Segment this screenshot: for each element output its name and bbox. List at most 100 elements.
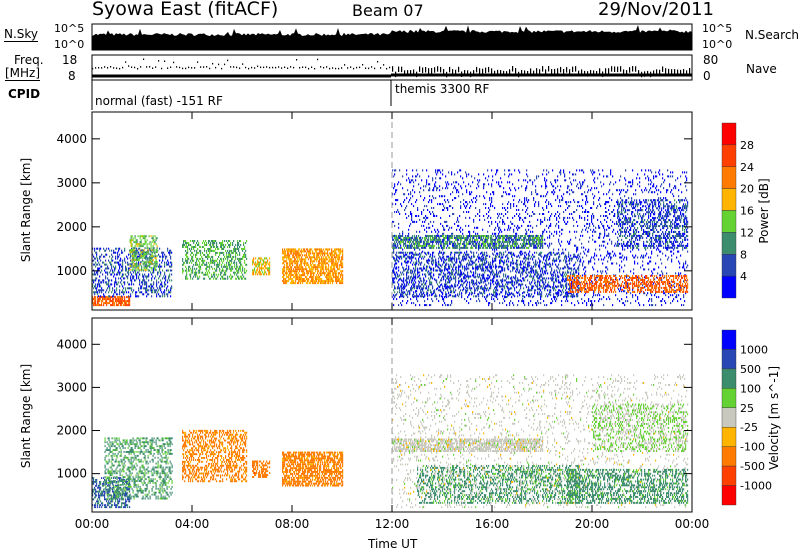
data-cell — [238, 271, 240, 274]
data-cell — [477, 289, 479, 292]
data-cell — [130, 287, 132, 290]
data-cell — [136, 245, 138, 248]
data-cell — [327, 254, 329, 257]
freq-point — [119, 67, 121, 70]
data-cell — [190, 240, 192, 242]
data-cell — [298, 250, 300, 253]
data-cell — [151, 285, 153, 288]
data-cell — [284, 250, 286, 253]
data-cell — [338, 256, 340, 259]
data-cell — [141, 287, 143, 290]
data-cell — [514, 287, 516, 290]
data-cell — [298, 252, 300, 255]
data-cell — [420, 255, 422, 258]
data-cell — [415, 281, 417, 284]
data-cell — [237, 244, 239, 246]
data-cell — [209, 251, 211, 254]
data-cell — [334, 254, 336, 257]
data-cell — [527, 291, 529, 294]
data-cell — [129, 241, 131, 244]
data-cell — [169, 279, 171, 282]
data-cell — [105, 296, 107, 299]
data-cell — [434, 255, 436, 258]
data-cell — [98, 281, 100, 284]
data-cell — [286, 258, 288, 261]
data-cell — [254, 269, 256, 272]
data-cell — [238, 269, 240, 272]
data-cell — [109, 249, 111, 252]
data-cell — [106, 283, 108, 286]
data-cell — [534, 255, 536, 258]
data-cell — [211, 249, 213, 252]
data-cell — [290, 266, 292, 269]
data-cell — [405, 242, 407, 245]
data-cell — [496, 244, 498, 247]
data-cell — [141, 291, 143, 294]
data-cell — [151, 273, 153, 276]
data-cell — [497, 279, 499, 282]
data-cell — [111, 279, 113, 282]
data-cell — [519, 289, 521, 292]
data-cell — [528, 246, 530, 249]
data-cell — [116, 281, 118, 284]
data-cell — [295, 282, 297, 285]
data-cell — [312, 262, 314, 265]
data-cell — [167, 247, 169, 250]
data-cell — [138, 255, 140, 258]
data-cell — [476, 244, 478, 247]
data-cell — [254, 263, 256, 266]
data-cell — [244, 267, 246, 270]
data-cell — [205, 267, 207, 270]
data-cell — [135, 257, 137, 259]
data-cell — [150, 289, 152, 292]
data-cell — [519, 238, 521, 241]
data-cell — [460, 240, 462, 243]
data-cell — [144, 287, 146, 290]
beam-label: Beam 07 — [352, 1, 424, 20]
data-cell — [112, 287, 114, 290]
data-cell — [541, 291, 543, 294]
data-cell — [143, 275, 145, 278]
data-cell — [554, 281, 556, 284]
data-cell — [138, 271, 140, 274]
data-cell — [202, 242, 204, 244]
data-cell — [99, 289, 101, 292]
data-cell — [310, 280, 312, 283]
data-cell — [226, 265, 228, 268]
data-cell — [320, 274, 322, 277]
data-cell — [223, 253, 225, 256]
data-cell — [118, 277, 120, 280]
data-cell — [318, 270, 320, 273]
data-cell — [222, 261, 224, 264]
data-cell — [170, 265, 172, 268]
data-cell — [452, 237, 454, 239]
data-cell — [165, 277, 167, 280]
data-cell — [120, 271, 122, 274]
data-cell — [170, 269, 172, 272]
data-cell — [94, 249, 96, 252]
data-cell — [324, 282, 326, 285]
data-cell — [297, 282, 299, 285]
data-cell — [148, 253, 150, 255]
data-cell — [304, 258, 306, 261]
data-cell — [553, 283, 555, 286]
data-cell — [318, 256, 320, 259]
data-cell — [225, 271, 227, 274]
data-cell — [423, 281, 425, 284]
freq-point — [221, 67, 223, 70]
data-cell — [147, 268, 149, 271]
data-cell — [113, 300, 115, 303]
data-cell — [471, 244, 473, 247]
data-cell — [395, 238, 397, 241]
data-cell — [131, 255, 133, 257]
data-cell — [192, 265, 194, 268]
data-cell — [123, 273, 125, 276]
data-cell — [129, 300, 131, 303]
data-cell — [133, 241, 135, 244]
data-cell — [327, 278, 329, 281]
data-cell — [219, 267, 221, 270]
data-cell — [199, 249, 201, 252]
data-cell — [262, 263, 264, 266]
data-cell — [436, 279, 438, 282]
data-cell — [328, 282, 330, 285]
